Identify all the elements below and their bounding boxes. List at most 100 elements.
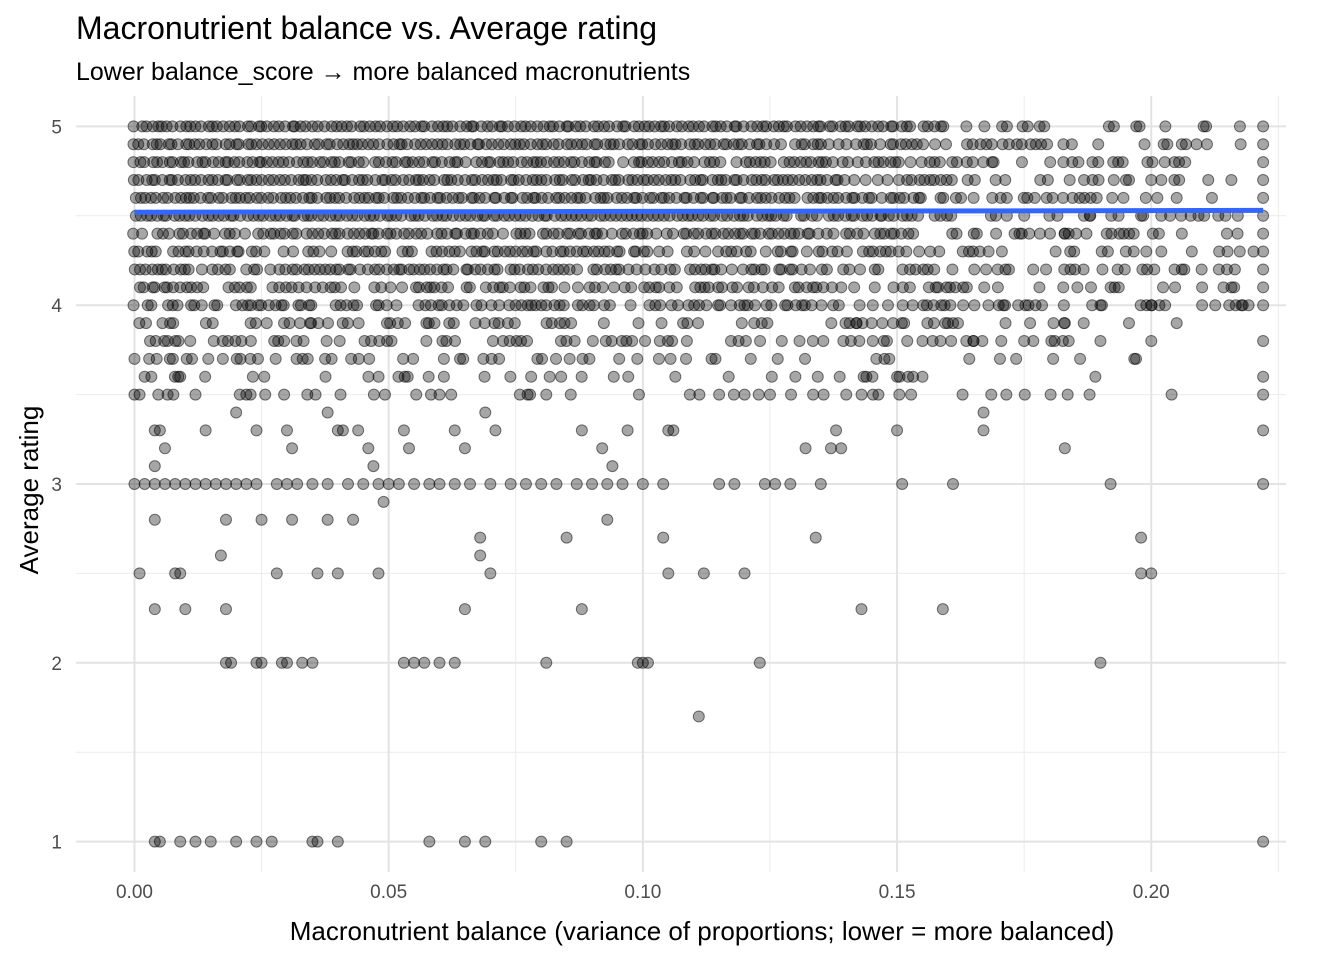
data-point (699, 263, 712, 276)
data-point (613, 263, 626, 276)
data-point (392, 370, 405, 383)
data-point (164, 317, 177, 330)
data-point (995, 334, 1008, 347)
data-point (968, 299, 981, 312)
data-point (872, 388, 885, 401)
data-point (521, 156, 534, 169)
data-point (896, 478, 909, 490)
data-point (814, 120, 827, 133)
data-point (781, 299, 794, 312)
data-point (1119, 174, 1132, 187)
data-point (599, 138, 612, 151)
data-point (431, 138, 444, 151)
data-point (832, 299, 845, 312)
data-point (571, 191, 584, 204)
data-point (1107, 174, 1120, 187)
data-point (504, 478, 517, 490)
data-point (668, 263, 681, 276)
data-point (283, 317, 296, 330)
data-point (448, 656, 461, 669)
data-point (1257, 370, 1270, 383)
data-point (597, 174, 610, 187)
data-point (706, 120, 719, 133)
data-point (660, 227, 673, 240)
data-point (311, 835, 324, 848)
data-point (880, 334, 893, 347)
data-point (604, 138, 617, 151)
data-point (926, 334, 939, 347)
data-point (1247, 245, 1260, 258)
data-point (301, 352, 314, 365)
data-point (558, 317, 571, 330)
data-point (592, 245, 605, 258)
data-point (1057, 281, 1070, 294)
data-point (133, 567, 146, 580)
data-point (321, 478, 334, 490)
data-point (1080, 227, 1093, 240)
data-point (672, 299, 685, 312)
data-point (127, 138, 140, 151)
data-point (616, 478, 629, 490)
data-point (1000, 191, 1013, 204)
data-point (506, 191, 519, 204)
data-point (632, 317, 645, 330)
data-point (714, 156, 727, 169)
data-point (944, 299, 957, 312)
data-point (245, 245, 258, 258)
data-point (586, 478, 599, 490)
data-point (798, 138, 811, 151)
data-point (917, 138, 930, 151)
data-point (489, 191, 502, 204)
data-point (826, 281, 839, 294)
data-point (1145, 567, 1158, 580)
data-point (786, 245, 799, 258)
data-point (498, 191, 511, 204)
data-point (661, 245, 674, 258)
data-point (1043, 227, 1056, 240)
data-point (657, 478, 670, 490)
data-point (784, 227, 797, 240)
data-point (286, 442, 299, 455)
data-point (437, 370, 450, 383)
data-point (1168, 174, 1181, 187)
data-point (518, 138, 531, 151)
data-point (587, 120, 600, 133)
data-point (558, 191, 571, 204)
data-point (336, 424, 349, 437)
data-point (1257, 245, 1270, 258)
data-point (279, 191, 292, 204)
data-point (381, 138, 394, 151)
data-point (709, 352, 722, 365)
data-point (920, 299, 933, 312)
data-point (607, 370, 620, 383)
data-point (376, 174, 389, 187)
data-point (569, 120, 582, 133)
data-point (617, 156, 630, 169)
data-point (705, 352, 718, 365)
data-point (766, 281, 779, 294)
data-point (546, 281, 559, 294)
data-point (795, 138, 808, 151)
data-point (935, 299, 948, 312)
chart-subtitle: Lower balance_score → more balanced macr… (76, 58, 691, 86)
data-point (859, 120, 872, 133)
data-point (297, 156, 310, 169)
data-point (1257, 209, 1270, 222)
data-point (999, 263, 1012, 276)
data-point (162, 299, 175, 312)
data-point (1127, 227, 1140, 240)
data-point (1157, 281, 1170, 294)
data-point (844, 334, 857, 347)
data-point (352, 352, 365, 365)
data-point (328, 281, 341, 294)
data-point (624, 299, 637, 312)
data-point (458, 442, 471, 455)
data-point (524, 388, 537, 401)
data-point (504, 370, 517, 383)
data-point (358, 245, 371, 258)
data-point (789, 138, 802, 151)
data-point (765, 370, 778, 383)
data-point (188, 138, 201, 151)
data-point (509, 245, 522, 258)
